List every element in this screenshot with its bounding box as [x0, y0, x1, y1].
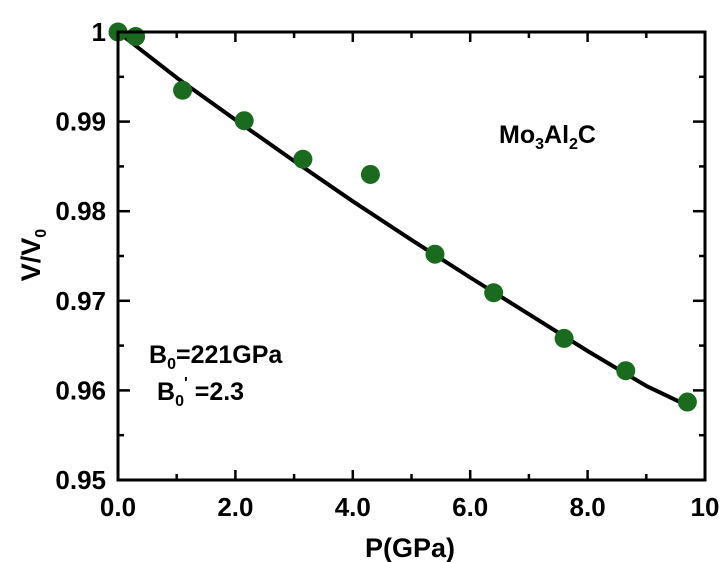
x-tick-label: 2.0: [217, 492, 253, 522]
data-point: [234, 111, 254, 131]
y-tick-label: 0.96: [55, 375, 106, 405]
data-point: [484, 283, 504, 303]
bulk-modulus-sub: 0: [167, 356, 176, 373]
ticks-layer: [116, 30, 707, 482]
bulk-modulus-derivative-label: B0' =2.3: [157, 375, 244, 410]
data-points-layer: [108, 22, 697, 412]
x-tick-label: 8.0: [570, 492, 606, 522]
y-axis-title-base: V/V: [16, 238, 46, 282]
y-axis-title: V/V0: [16, 229, 50, 282]
data-point: [360, 164, 380, 184]
data-point: [173, 80, 193, 100]
fit-line: [116, 30, 689, 408]
data-point: [293, 149, 313, 169]
bulk-modulus-label: B0=221GPa: [149, 341, 283, 373]
compound-sub-3: 3: [535, 136, 544, 153]
bulk-modulus-derivative-prime: ': [184, 375, 188, 392]
data-point: [677, 392, 697, 412]
x-tick-label: 10: [691, 492, 720, 522]
y-tick-label: 0.98: [55, 196, 106, 226]
compound-part-mo: Mo: [499, 121, 535, 149]
compound-label: Mo3Al2C: [499, 121, 596, 153]
x-tick-label: 6.0: [452, 492, 488, 522]
fit-line-layer: [116, 30, 689, 408]
data-point: [425, 244, 445, 264]
data-point: [616, 361, 636, 381]
compound-part-al: Al: [544, 121, 569, 149]
bulk-modulus-derivative-value: =2.3: [188, 378, 244, 406]
y-axis-title-sub: 0: [33, 229, 50, 238]
compound-part-c: C: [578, 121, 596, 149]
x-tick-label: 0.0: [100, 492, 136, 522]
data-point: [554, 328, 574, 348]
y-tick-label: 1: [92, 17, 106, 47]
y-tick-labels: 0.95 0.96 0.97 0.98 0.99 1: [55, 17, 106, 495]
bulk-modulus-value: =221GPa: [176, 341, 283, 369]
bulk-modulus-base: B: [149, 341, 167, 369]
y-tick-label: 0.95: [55, 465, 106, 495]
x-tick-labels: 0.0 2.0 4.0 6.0 8.0 10: [100, 492, 720, 522]
compound-sub-2: 2: [569, 136, 578, 153]
x-tick-label: 4.0: [335, 492, 371, 522]
data-point: [126, 26, 146, 46]
y-tick-label: 0.97: [55, 286, 106, 316]
x-axis-title: P(GPa): [365, 533, 455, 562]
bulk-modulus-derivative-sub: 0: [175, 393, 184, 410]
y-tick-label: 0.99: [55, 107, 106, 137]
bulk-modulus-derivative-base: B: [157, 378, 175, 406]
